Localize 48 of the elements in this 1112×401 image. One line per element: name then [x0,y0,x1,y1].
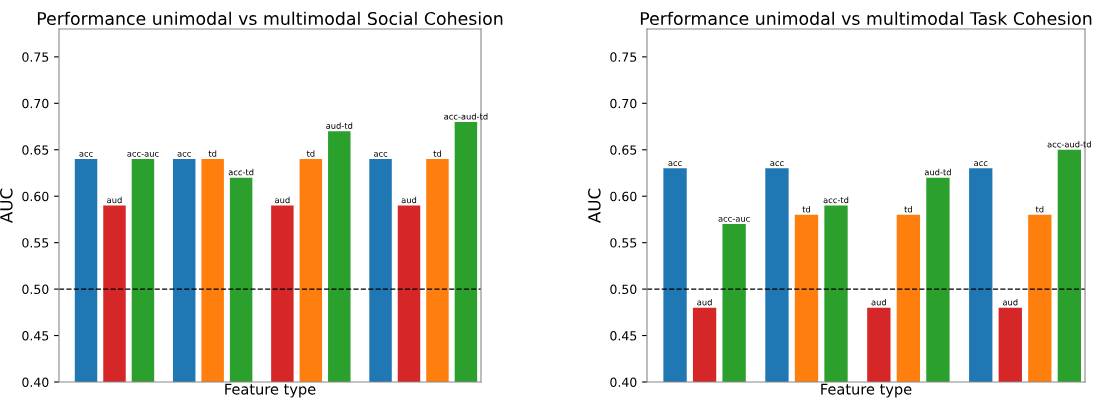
data-label: aud [1002,298,1018,306]
data-label: td [306,150,315,157]
y-tick-label: 0.70 [610,98,637,109]
y-tick-label: 0.50 [610,284,637,295]
y-tick-label: 0.70 [22,98,49,109]
data-label: acc-aud-td [1047,141,1091,148]
y-tick-label: 0.75 [610,52,637,62]
chart-title: Performance unimodal vs multimodal Social Cohesion [37,11,503,26]
data-label: acc-td [823,196,849,204]
y-tick-label: 0.55 [22,238,49,248]
data-label: aud [697,298,712,306]
y-tick-label: 0.45 [22,331,49,341]
y-tick-label: 0.40 [610,377,637,387]
x-axis-title: Feature type [225,383,316,398]
y-tick-label: 0.60 [22,191,49,202]
data-label: td [904,206,912,213]
data-label: acc-td [228,168,254,176]
data-label: aud-td [924,168,951,176]
data-label: td [433,150,441,157]
chart-title: Performance unimodal vs multimodal Task Cohesion [640,11,1092,26]
data-label: acc [177,151,191,157]
data-label: aud [107,196,122,204]
data-label: td [802,206,811,213]
y-tick-label: 0.65 [610,145,637,155]
y-tick-label: 0.50 [22,284,49,295]
y-tick-label: 0.45 [610,331,637,341]
y-axis-title: AUC [588,188,601,223]
data-label: acc-auc [127,151,159,157]
data-label: acc-aud-td [444,113,488,120]
y-tick-label: 0.60 [610,191,637,202]
data-label: aud [275,196,290,204]
data-label: acc [373,151,388,157]
y-tick-label: 0.40 [22,377,49,387]
data-label: acc [668,161,682,167]
data-label: acc [974,161,988,167]
data-label: aud [401,196,417,204]
data-label: td [1035,206,1044,213]
data-label: aud [871,298,886,306]
x-axis-title: Feature type [821,383,912,398]
data-label: aud-td [326,122,353,129]
data-label: acc [770,161,784,167]
y-tick-label: 0.75 [22,52,49,62]
data-label: td [208,150,217,157]
y-axis-title: AUC [0,188,13,223]
y-tick-label: 0.65 [22,145,49,155]
y-tick-label: 0.55 [610,238,637,248]
data-label: acc [79,151,93,157]
data-label: acc-auc [718,216,750,222]
